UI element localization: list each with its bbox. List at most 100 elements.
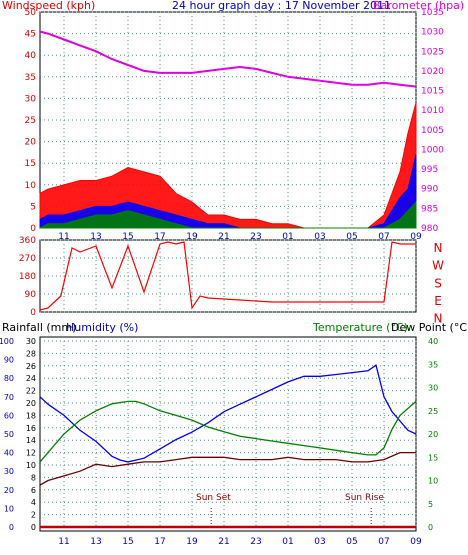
direction-line <box>39 241 416 311</box>
time-tick-label: 21 <box>218 232 229 242</box>
humidity-tick-label: 60 <box>4 411 14 420</box>
time-tick-label: 17 <box>154 232 165 242</box>
wind-tick-label: 0 <box>30 224 36 234</box>
rain-tick-label: 0 <box>31 523 36 532</box>
wind-tick-label: 50 <box>25 8 37 18</box>
sunset-annotation: Sun Set <box>196 493 231 503</box>
wind-tick-label: 40 <box>25 51 37 61</box>
rain-tick-label: 10 <box>26 461 36 470</box>
temperature-tick-label: 35 <box>428 360 438 369</box>
humidity-tick-label: 20 <box>4 486 14 495</box>
series-line-Temperature (°C) <box>39 400 417 463</box>
time-tick-label: 23 <box>250 537 261 547</box>
compass-label: S <box>434 276 442 290</box>
compass-label: N <box>434 312 443 326</box>
rain-tick-label: 18 <box>26 411 36 420</box>
direction-tick-label: 180 <box>19 272 36 282</box>
wind-tick-label: 10 <box>25 181 37 191</box>
rain-tick-label: 8 <box>31 473 36 482</box>
time-tick-label: 01 <box>282 537 293 547</box>
time-tick-label: 23 <box>250 232 261 242</box>
time-tick-label: 03 <box>314 537 325 547</box>
temperature-tick-label: 20 <box>428 430 438 439</box>
chart-title: 24 hour graph day : 17 November 2011 <box>172 0 391 12</box>
direction-tick-label: 90 <box>25 290 37 300</box>
humidity-tick-label: 80 <box>4 374 14 383</box>
humidity-tick-label: 90 <box>4 356 14 365</box>
wind-axis-title: Windspeed (kph) <box>2 0 95 12</box>
barometer-tick-label: 995 <box>421 165 438 175</box>
wind-tick-label: 45 <box>25 30 36 40</box>
wind-series-speed <box>39 200 417 229</box>
time-tick-label: 13 <box>90 232 101 242</box>
wind-tick-label: 5 <box>30 202 36 212</box>
temperature-tick-label: 30 <box>428 384 438 393</box>
temperature-axis-title: Temperature (°C) <box>312 321 408 334</box>
direction-tick-label: 0 <box>30 308 36 318</box>
rain-tick-label: 6 <box>31 486 36 495</box>
grid-lines <box>40 11 417 528</box>
temperature-tick-label: 5 <box>428 500 433 509</box>
barometer-tick-label: 1010 <box>421 106 444 116</box>
barometer-tick-label: 1035 <box>421 8 444 18</box>
compass-label: E <box>434 294 442 308</box>
humidity-tick-label: 40 <box>4 449 14 458</box>
temperature-tick-label: 25 <box>428 407 438 416</box>
direction-tick-label: 360 <box>19 236 36 246</box>
temperature-tick-label: 0 <box>428 523 433 532</box>
series-line-Dew Point (°C) <box>39 451 416 486</box>
rain-tick-label: 14 <box>26 436 36 445</box>
time-tick-label: 05 <box>346 232 357 242</box>
wind-tick-label: 15 <box>25 159 36 169</box>
time-tick-label: 13 <box>90 537 101 547</box>
time-tick-label: 11 <box>58 537 69 547</box>
time-tick-label: 21 <box>218 537 229 547</box>
barometer-tick-label: 1005 <box>421 126 444 136</box>
compass-label: W <box>432 259 444 273</box>
humidity-axis-title: Humidity (%) <box>66 321 138 334</box>
time-tick-label: 07 <box>378 232 389 242</box>
temperature-tick-label: 15 <box>428 453 438 462</box>
sunrise-annotation: Sun Rise <box>345 493 384 503</box>
rain-tick-label: 24 <box>26 374 36 383</box>
compass-label: N <box>434 241 443 255</box>
rainfall-axis-title: Rainfall (mm) <box>2 321 76 334</box>
temperature-tick-label: 10 <box>428 477 438 486</box>
time-tick-label: 09 <box>410 232 422 242</box>
humidity-tick-label: 0 <box>9 523 14 532</box>
barometer-line <box>39 30 417 88</box>
time-tick-label: 19 <box>186 537 198 547</box>
axis-labels: 0510152025303540455098098599099510001005… <box>0 8 444 547</box>
barometer-tick-label: 1020 <box>421 67 444 77</box>
time-tick-label: 01 <box>282 232 293 242</box>
rain-tick-label: 28 <box>26 349 36 358</box>
rain-tick-label: 30 <box>26 337 36 346</box>
time-tick-label: 05 <box>346 537 357 547</box>
chart-series <box>39 30 417 529</box>
rain-tick-label: 12 <box>26 449 36 458</box>
barometer-tick-label: 1025 <box>421 47 444 57</box>
rain-tick-label: 16 <box>26 424 36 433</box>
wind-series-gust <box>39 102 417 229</box>
humidity-tick-label: 50 <box>4 430 14 439</box>
time-tick-label: 03 <box>314 232 325 242</box>
rain-tick-label: 26 <box>26 362 36 371</box>
time-tick-label: 09 <box>410 537 422 547</box>
barometer-tick-label: 990 <box>421 185 438 195</box>
temperature-tick-label: 40 <box>428 337 438 346</box>
time-tick-label: 11 <box>58 232 69 242</box>
rain-tick-label: 20 <box>26 399 36 408</box>
barometer-axis-title: Barometer (hpa) <box>373 0 464 12</box>
humidity-tick-label: 100 <box>0 337 14 346</box>
dewpoint-axis-title: Dew Point (°C) <box>391 321 468 334</box>
rain-tick-label: 4 <box>31 498 36 507</box>
temp-panel-frame <box>39 336 417 532</box>
time-tick-label: 19 <box>186 232 198 242</box>
wind-tick-label: 35 <box>25 73 36 83</box>
direction-tick-label: 270 <box>19 254 36 264</box>
rain-tick-label: 2 <box>31 511 36 520</box>
barometer-tick-label: 1030 <box>421 28 444 38</box>
wind-tick-label: 30 <box>25 94 37 104</box>
time-tick-label: 15 <box>122 232 133 242</box>
